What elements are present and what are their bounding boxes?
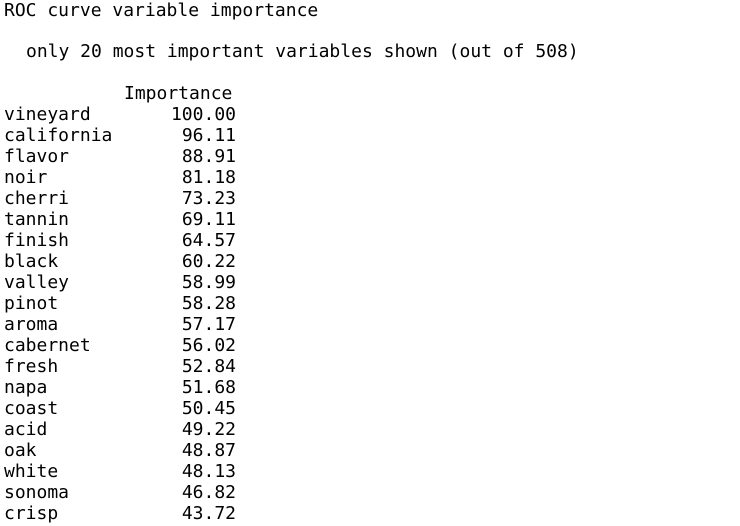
importance-value: 73.23 (181, 188, 236, 209)
table-row: flavor 88.91 (4, 146, 236, 167)
table-row: coast 50.45 (4, 398, 236, 419)
table-row: aroma 57.17 (4, 314, 236, 335)
table-row: napa 51.68 (4, 377, 236, 398)
variable-name: tannin (4, 209, 70, 230)
importance-value: 58.99 (181, 272, 236, 293)
importance-value: 58.28 (181, 293, 236, 314)
table-row: oak 48.87 (4, 440, 236, 461)
variable-name: valley (4, 272, 70, 293)
table-row: pinot 58.28 (4, 293, 236, 314)
table-row: finish 64.57 (4, 230, 236, 251)
importance-value: 49.22 (181, 419, 236, 440)
variable-name: california (4, 125, 113, 146)
importance-column-header: Importance (124, 83, 233, 104)
table-row: noir 81.18 (4, 167, 236, 188)
table-row: california 96.11 (4, 125, 236, 146)
output-subtitle: only 20 most important variables shown (… (26, 41, 579, 62)
importance-value: 69.11 (181, 209, 236, 230)
importance-value: 56.02 (181, 335, 236, 356)
importance-value: 64.57 (181, 230, 236, 251)
table-row: vineyard 100.00 (4, 104, 236, 125)
table-row: cherri 73.23 (4, 188, 236, 209)
variable-name: finish (4, 230, 70, 251)
output-title: ROC curve variable importance (4, 0, 319, 21)
table-row: white 48.13 (4, 461, 236, 482)
variable-name: napa (4, 377, 48, 398)
importance-value: 52.84 (181, 356, 236, 377)
variable-name: cabernet (4, 335, 91, 356)
variable-name: fresh (4, 356, 59, 377)
importance-value: 48.13 (181, 461, 236, 482)
variable-name: coast (4, 398, 59, 419)
importance-value: 46.82 (181, 482, 236, 503)
importance-value: 57.17 (181, 314, 236, 335)
importance-value: 81.18 (181, 167, 236, 188)
importance-value: 43.72 (181, 503, 236, 524)
variable-name: acid (4, 419, 48, 440)
variable-name: noir (4, 167, 48, 188)
importance-value: 88.91 (181, 146, 236, 167)
variable-name: oak (4, 440, 37, 461)
table-row: sonoma 46.82 (4, 482, 236, 503)
importance-value: 100.00 (170, 104, 236, 125)
variable-name: cherri (4, 188, 70, 209)
importance-value: 51.68 (181, 377, 236, 398)
variable-name: vineyard (4, 104, 91, 125)
importance-value: 60.22 (181, 251, 236, 272)
variable-name: pinot (4, 293, 59, 314)
table-row: crisp 43.72 (4, 503, 236, 524)
importance-value: 50.45 (181, 398, 236, 419)
table-row: fresh 52.84 (4, 356, 236, 377)
variable-name: aroma (4, 314, 59, 335)
variable-name: flavor (4, 146, 70, 167)
table-row: acid 49.22 (4, 419, 236, 440)
variable-name: sonoma (4, 482, 70, 503)
table-row: cabernet 56.02 (4, 335, 236, 356)
variable-name: crisp (4, 503, 59, 524)
importance-value: 96.11 (181, 125, 236, 146)
importance-value: 48.87 (181, 440, 236, 461)
variable-name: black (4, 251, 59, 272)
table-row: black 60.22 (4, 251, 236, 272)
variable-name: white (4, 461, 59, 482)
table-row: tannin 69.11 (4, 209, 236, 230)
table-row: valley 58.99 (4, 272, 236, 293)
